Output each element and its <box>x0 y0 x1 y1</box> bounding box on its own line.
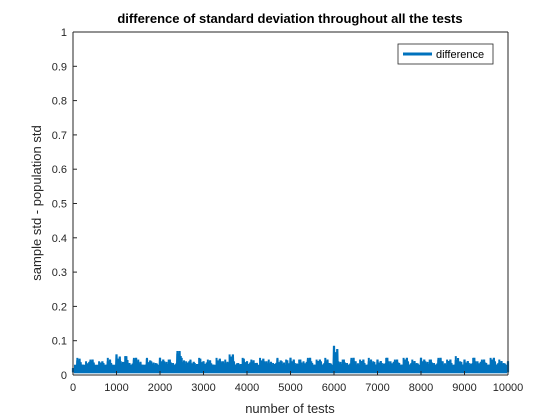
y-axis-label: sample std - population std <box>29 125 44 280</box>
y-ticks: 0 0.1 0.2 0.3 0.4 0.5 0.6 0.7 0.8 0.9 1 <box>52 27 77 382</box>
y-tick-label: 0.2 <box>52 301 67 313</box>
chart-title: difference of standard deviation through… <box>117 11 462 26</box>
x-tick-label: 2000 <box>148 382 172 394</box>
x-ticks: 0 1000 2000 3000 4000 5000 6000 7000 8000 9000 100… <box>70 371 523 394</box>
y-tick-label: 0.3 <box>52 267 67 279</box>
x-tick-label: 4000 <box>235 382 259 394</box>
y-tick-label: 1 <box>61 27 67 39</box>
y-tick-label: 0.7 <box>52 130 67 142</box>
x-tick-label: 8000 <box>409 382 433 394</box>
x-tick-label: 1000 <box>104 382 128 394</box>
y-tick-label: 0.4 <box>52 233 67 245</box>
plot-area <box>73 32 508 375</box>
legend: difference <box>397 43 494 65</box>
x-tick-label: 6000 <box>322 382 346 394</box>
x-tick-label: 7000 <box>365 382 389 394</box>
legend-label: difference <box>436 49 484 61</box>
x-tick-label: 3000 <box>191 382 215 394</box>
y-tick-label: 0.9 <box>52 61 67 73</box>
series-dense-band <box>74 364 507 374</box>
y-tick-label: 0.5 <box>52 199 67 211</box>
x-tick-label: 5000 <box>278 382 302 394</box>
x-tick-label: 10000 <box>493 382 524 394</box>
x-axis-label: number of tests <box>245 401 335 416</box>
y-tick-label: 0.1 <box>52 336 67 348</box>
x-tick-label: 9000 <box>452 382 476 394</box>
legend-box <box>397 43 494 65</box>
y-tick-label: 0.6 <box>52 164 67 176</box>
y-tick-label: 0 <box>61 370 67 382</box>
series-layer <box>71 345 510 374</box>
y-tick-label: 0.8 <box>52 96 67 108</box>
x-tick-label: 0 <box>70 382 76 394</box>
